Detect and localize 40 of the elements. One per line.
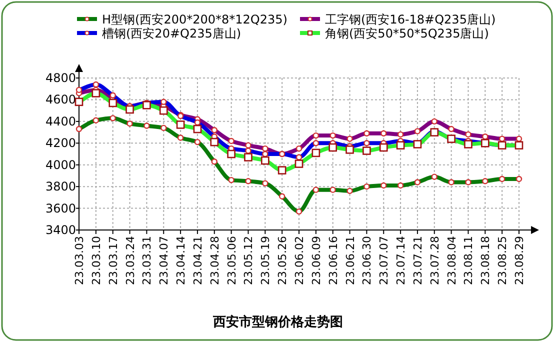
y-tick-label: 4600 <box>45 92 76 107</box>
x-tick-label: 23.03.24 <box>124 236 137 285</box>
y-tick-label: 3400 <box>45 223 76 237</box>
x-tick-label: 23.04.07 <box>158 236 171 285</box>
x-tick-label: 23.08.25 <box>496 236 510 285</box>
y-tick-label: 3800 <box>45 180 76 194</box>
x-tick-label: 23.08.29 <box>513 236 526 285</box>
x-tick-label: 23.08.18 <box>479 236 492 285</box>
x-tick-label: 23.05.19 <box>259 236 272 285</box>
x-tick-label: 23.08.04 <box>445 236 458 285</box>
x-tick-label: 23.08.11 <box>462 236 476 285</box>
x-tick-label: 23.03.03 <box>73 236 86 285</box>
x-tick-label: 23.06.02 <box>293 236 306 285</box>
x-tick-label: 23.03.17 <box>106 236 120 285</box>
y-tick-label: 4000 <box>45 158 76 172</box>
x-tick-label: 23.04.28 <box>208 236 222 285</box>
y-tick-label: 4400 <box>45 114 76 128</box>
x-tick-label: 23.04.14 <box>174 236 188 285</box>
legend-label: 槽钢(西安20#Q235唐山) <box>102 26 242 40</box>
x-tick-label: 23.03.31 <box>140 236 154 285</box>
x-tick-label: 23.06.16 <box>326 236 340 285</box>
x-tick-label: 23.07.21 <box>411 236 424 285</box>
x-tick-label: 23.07.14 <box>394 236 408 285</box>
text: 西安市型钢价格走势图 <box>212 314 343 330</box>
x-tick-label: 23.03.10 <box>90 236 103 285</box>
x-tick-label: 23.07.07 <box>378 236 391 285</box>
x-tick-label: 23.07.28 <box>428 236 442 285</box>
x-tick-label: 23.06.21 <box>344 236 357 285</box>
x-tick-label: 23.06.09 <box>310 236 323 285</box>
y-tick-label: 3600 <box>45 201 76 216</box>
legend-label: H型钢(西安200*200*8*12Q235) <box>102 12 288 26</box>
x-tick-label: 23.04.21 <box>191 236 204 285</box>
x-tick-label: 23.05.06 <box>225 236 238 285</box>
x-tick-label: 23.05.12 <box>242 236 256 285</box>
x-tick-label: 23.06.30 <box>360 236 374 285</box>
y-tick-label: 4800 <box>45 71 76 85</box>
x-tick-label: 23.05.26 <box>276 236 290 285</box>
y-tick-label: 4200 <box>45 136 76 150</box>
legend-label: 工字钢(西安16-18#Q235唐山) <box>325 12 496 26</box>
legend-label: 角钢(西安50*50*5Q235唐山) <box>325 26 489 40</box>
